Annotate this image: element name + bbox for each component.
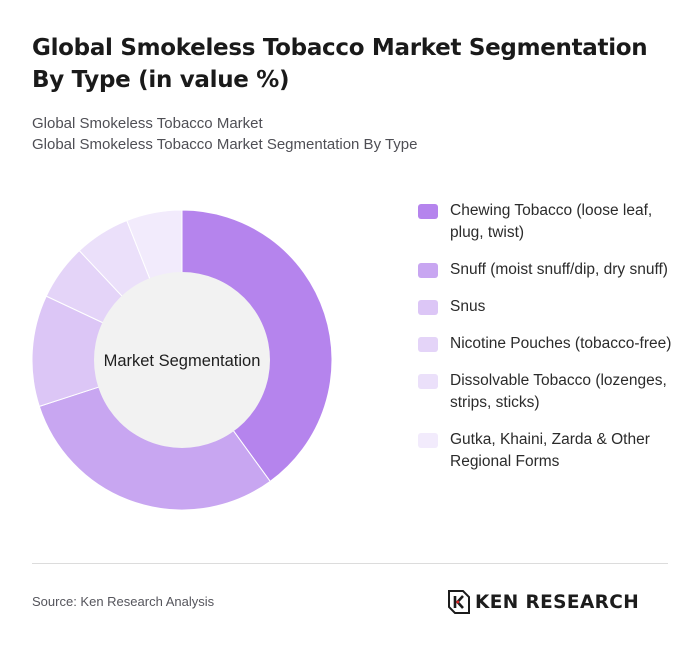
- source-note: Source: Ken Research Analysis: [32, 594, 215, 609]
- legend-swatch: [418, 263, 438, 278]
- legend-swatch: [418, 374, 438, 389]
- legend-item: Snus: [418, 296, 680, 318]
- legend-swatch: [418, 204, 438, 219]
- donut-chart: Market Segmentation: [31, 209, 333, 511]
- legend-label: Snuff (moist snuff/dip, dry snuff): [450, 261, 668, 278]
- legend-label: Chewing Tobacco (loose leaf, plug, twist…: [450, 202, 653, 241]
- subtitle-line-segmentation: Global Smokeless Tobacco Market Segmenta…: [32, 136, 418, 153]
- legend-label: Snus: [450, 298, 486, 315]
- footer-divider: [32, 563, 668, 564]
- legend-item: Nicotine Pouches (tobacco-free): [418, 333, 680, 355]
- legend-label: Dissolvable Tobacco (lozenges, strips, s…: [450, 372, 667, 411]
- subtitle-line-market: Global Smokeless Tobacco Market: [32, 115, 263, 132]
- legend-item: Dissolvable Tobacco (lozenges, strips, s…: [418, 370, 680, 414]
- chart-title: Global Smokeless Tobacco Market Segmenta…: [32, 35, 648, 93]
- legend-item: Snuff (moist snuff/dip, dry snuff): [418, 259, 680, 281]
- donut-slices: [31, 209, 333, 511]
- brand-logo: KEN RESEARCH: [448, 590, 639, 614]
- legend-item: Chewing Tobacco (loose leaf, plug, twist…: [418, 200, 680, 244]
- donut-center-hole: [94, 272, 270, 448]
- chart-subtitle: Global Smokeless Tobacco Market Global S…: [32, 113, 417, 155]
- chart-legend: Chewing Tobacco (loose leaf, plug, twist…: [418, 200, 680, 488]
- ken-research-k-logo-icon: [448, 590, 470, 614]
- donut-center-label: Market Segmentation: [104, 352, 261, 370]
- brand-name: KEN RESEARCH: [475, 591, 640, 613]
- legend-swatch: [418, 337, 438, 352]
- legend-item: Gutka, Khaini, Zarda & Other Regional Fo…: [418, 429, 680, 473]
- legend-swatch: [418, 300, 438, 315]
- legend-swatch: [418, 433, 438, 448]
- legend-label: Nicotine Pouches (tobacco-free): [450, 335, 672, 352]
- legend-label: Gutka, Khaini, Zarda & Other Regional Fo…: [450, 431, 650, 470]
